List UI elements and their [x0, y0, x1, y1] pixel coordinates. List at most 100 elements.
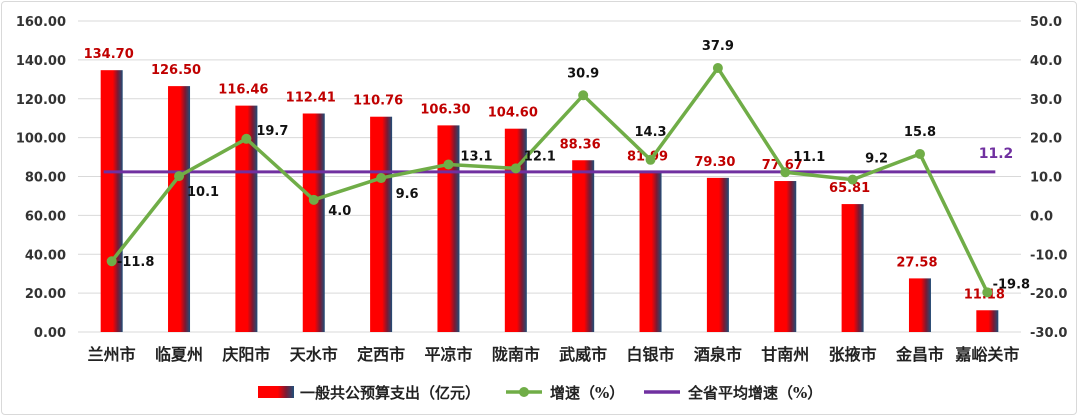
bar — [572, 160, 595, 332]
category-label: 兰州市 — [88, 345, 136, 364]
growth-line — [110, 66, 989, 294]
left-tick-label: 100.00 — [16, 132, 66, 147]
bar — [437, 125, 460, 333]
right-tick-label: 50.0 — [1030, 15, 1062, 30]
bar-value-label: 65.81 — [829, 181, 870, 196]
bar-value-label: 116.46 — [218, 83, 268, 98]
bar-labels: 134.70 126.50 116.46 112.41 110.76 106.30 104.… — [84, 47, 1005, 302]
growth-value-label: 14.3 — [634, 125, 666, 140]
bar — [235, 105, 258, 332]
left-tick-label: 60.00 — [25, 209, 66, 224]
gridlines — [78, 20, 1021, 333]
growth-labels: -11.8 10.1 19.7 4.0 9.6 13.1 12.1 30.9 14.3 37.9 1… — [117, 39, 1030, 292]
bar-value-label: 126.50 — [151, 63, 201, 78]
category-label: 庆阳市 — [221, 345, 270, 364]
legend-label-bar: 一般共公预算支出（亿元） — [300, 384, 480, 402]
bar-value-label: 110.76 — [353, 94, 403, 109]
growth-point — [780, 167, 791, 178]
bar-value-label: 27.58 — [896, 255, 937, 270]
growth-point — [510, 163, 521, 174]
left-tick-label: 0.00 — [34, 326, 66, 341]
right-tick-label: 10.0 — [1030, 171, 1062, 186]
growth-point — [106, 256, 117, 267]
bar-value-label: 134.70 — [84, 47, 134, 62]
right-tick-label: 40.0 — [1030, 54, 1062, 69]
legend-label-average: 全省平均增速（%） — [687, 384, 822, 402]
bar-value-label: 106.30 — [420, 102, 470, 117]
growth-value-label: 11.1 — [793, 150, 825, 165]
left-tick-label: 80.00 — [25, 171, 66, 186]
category-label: 平凉市 — [424, 345, 472, 364]
category-label: 天水市 — [290, 345, 338, 364]
category-labels: 兰州市 临夏州 庆阳市 天水市 定西市 平凉市 陇南市 武威市 白银市 酒泉市 甘南州 张掖市 金昌市嘉… — [88, 345, 1020, 364]
bar — [302, 113, 325, 333]
category-label: 甘南州 — [761, 345, 809, 364]
bar — [370, 116, 393, 332]
growth-value-label: -11.8 — [117, 255, 154, 270]
growth-value-label: 9.2 — [865, 152, 888, 167]
growth-point — [578, 90, 589, 101]
bar-value-label: 88.36 — [560, 137, 601, 152]
right-tick-label: -30.0 — [1030, 326, 1067, 341]
growth-value-label: 9.6 — [396, 187, 419, 202]
category-label: 嘉峪关市 — [954, 345, 1019, 364]
growth-point — [443, 159, 454, 170]
left-tick-label: 120.00 — [16, 93, 66, 108]
bar — [168, 86, 191, 332]
bar-value-label: 112.41 — [286, 91, 336, 106]
growth-value-label: 13.1 — [460, 149, 492, 164]
bar — [639, 172, 662, 332]
category-label: 武威市 — [559, 345, 607, 364]
legend: 一般共公预算支出（亿元） 增速（%） 全省平均增速（%） — [258, 384, 822, 402]
growth-value-label: 30.9 — [567, 66, 599, 81]
bar — [841, 204, 864, 332]
growth-point — [847, 174, 858, 185]
category-label: 陇南市 — [492, 345, 540, 364]
growth-point — [308, 194, 319, 205]
left-tick-label: 160.00 — [16, 15, 66, 30]
right-tick-label: -10.0 — [1030, 248, 1067, 263]
growth-point — [712, 63, 723, 74]
right-tick-label: -20.0 — [1030, 287, 1067, 302]
right-tick-label: 0.0 — [1030, 209, 1053, 224]
bar-value-label: 79.30 — [694, 155, 735, 170]
average-growth-label: 11.2 — [979, 146, 1014, 162]
growth-line-group — [106, 63, 993, 298]
category-label: 张掖市 — [829, 345, 877, 364]
growth-point — [914, 148, 925, 159]
legend-label-growth: 增速（%） — [550, 384, 624, 402]
growth-point — [174, 171, 185, 182]
legend-marker-growth — [519, 387, 529, 397]
growth-point — [645, 154, 656, 165]
bar — [706, 177, 729, 332]
category-label: 酒泉市 — [694, 345, 742, 364]
category-label: 临夏州 — [155, 345, 203, 364]
growth-value-label: 19.7 — [256, 124, 288, 139]
category-label: 定西市 — [356, 345, 405, 364]
bar — [976, 310, 999, 332]
left-tick-label: 20.00 — [25, 287, 66, 302]
right-tick-label: 30.0 — [1030, 93, 1062, 108]
category-label: 白银市 — [627, 345, 675, 364]
growth-point — [982, 287, 993, 298]
bar — [774, 181, 797, 332]
left-tick-label: 40.00 — [25, 248, 66, 263]
growth-value-label: 4.0 — [328, 204, 351, 219]
bar — [504, 128, 527, 332]
growth-point — [376, 173, 387, 184]
left-axis-ticks: 0.00 20.00 40.00 60.00 80.00 100.00 120.00 140.… — [16, 15, 66, 341]
category-label: 金昌市 — [895, 345, 944, 364]
growth-point — [241, 133, 252, 144]
average-line-group: 11.2 — [103, 146, 1014, 174]
growth-value-label: -19.8 — [993, 277, 1030, 292]
bar — [100, 70, 123, 332]
bar-value-label: 104.60 — [488, 106, 538, 121]
growth-value-label: 37.9 — [702, 39, 734, 54]
right-axis-ticks: -30.0 -20.0 -10.0 0.0 10.0 20.0 30.0 40.0 50.0 — [1030, 15, 1067, 341]
growth-value-label: 12.1 — [524, 149, 556, 164]
bars — [100, 70, 999, 333]
legend-swatch-bar — [258, 386, 294, 398]
bar — [908, 278, 931, 332]
growth-value-label: 15.8 — [904, 125, 936, 140]
